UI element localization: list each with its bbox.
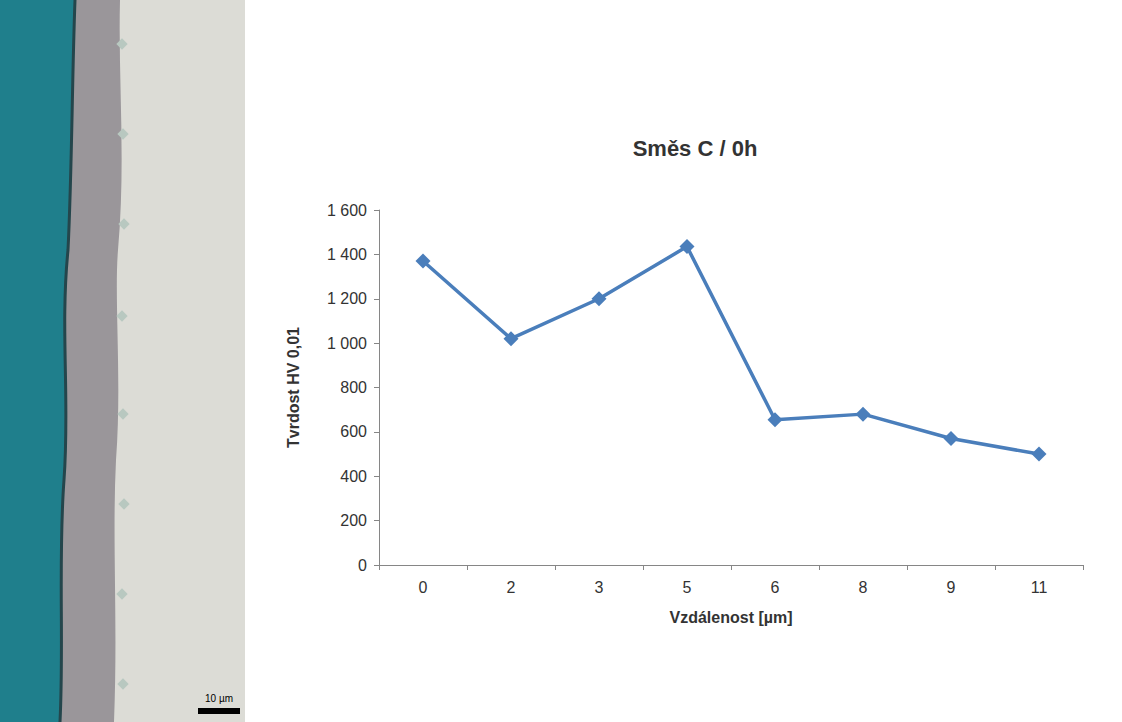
svg-text:0: 0 [419,579,428,596]
svg-text:1 000: 1 000 [327,335,367,352]
svg-text:6: 6 [771,579,780,596]
svg-text:600: 600 [340,423,367,440]
svg-text:Směs C / 0h: Směs C / 0h [633,136,758,161]
svg-text:1 600: 1 600 [327,202,367,219]
svg-text:Tvrdost HV 0,01: Tvrdost HV 0,01 [285,327,302,448]
svg-text:11: 11 [1031,579,1048,596]
svg-text:800: 800 [340,379,367,396]
svg-text:1 200: 1 200 [327,290,367,307]
svg-text:200: 200 [340,512,367,529]
svg-text:3: 3 [595,579,604,596]
svg-text:9: 9 [947,579,956,596]
svg-text:0: 0 [358,557,367,574]
svg-text:5: 5 [683,579,692,596]
svg-text:1 400: 1 400 [327,246,367,263]
svg-text:2: 2 [507,579,516,596]
svg-text:400: 400 [340,468,367,485]
svg-text:8: 8 [859,579,868,596]
svg-text:Vzdálenost [µm]: Vzdálenost [µm] [669,609,792,626]
svg-text:10 µm: 10 µm [205,693,233,704]
